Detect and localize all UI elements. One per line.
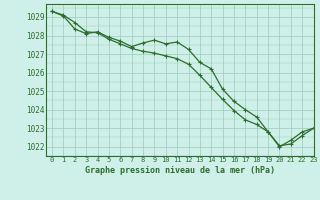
X-axis label: Graphe pression niveau de la mer (hPa): Graphe pression niveau de la mer (hPa) — [85, 166, 275, 175]
